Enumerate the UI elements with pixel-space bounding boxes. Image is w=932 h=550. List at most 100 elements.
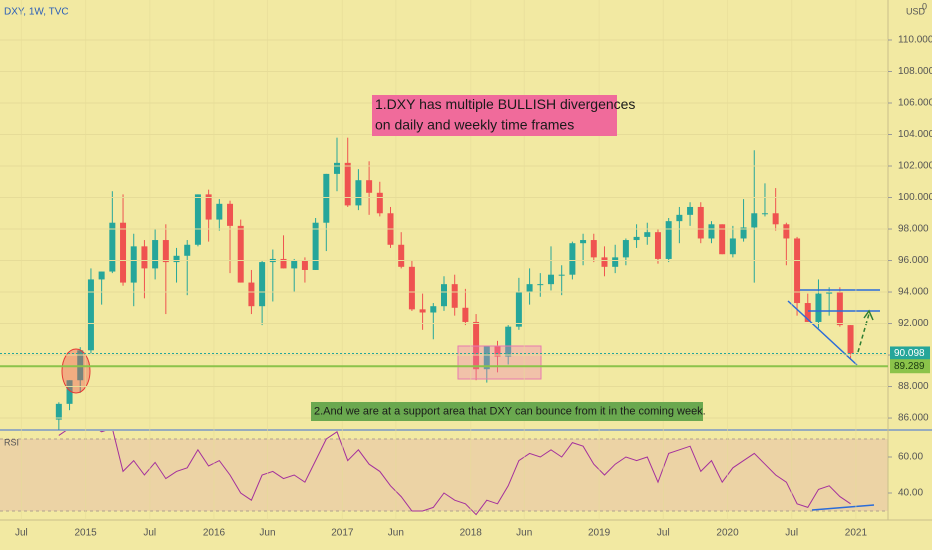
candle-body xyxy=(419,309,426,313)
candle-body xyxy=(184,244,191,256)
candle-body xyxy=(205,194,212,220)
candle-body xyxy=(815,293,822,322)
price-pane xyxy=(55,137,854,430)
x-tick-label: 2019 xyxy=(588,528,611,539)
x-tick-label: 2020 xyxy=(716,528,739,539)
chart-title: DXY, 1W, TVC xyxy=(4,7,69,18)
x-tick-label: 2017 xyxy=(331,528,354,539)
candle-body xyxy=(794,238,801,304)
price-label: 89.289 xyxy=(894,361,925,372)
candle-body xyxy=(441,284,447,307)
y-tick-label: 98.000 xyxy=(898,224,929,235)
highlight-circle xyxy=(61,348,91,394)
candle-body xyxy=(569,243,576,275)
candle-body xyxy=(216,203,223,220)
candle-body xyxy=(590,240,597,258)
candle-body xyxy=(87,279,94,351)
candle-body xyxy=(687,206,694,215)
trend-line xyxy=(787,300,858,366)
y-tick-label: 88.000 xyxy=(898,381,929,392)
x-tick-label: Jul xyxy=(15,528,28,539)
rsi-line xyxy=(58,431,851,516)
x-tick-label: 2016 xyxy=(203,528,226,539)
price-label: 90.098 xyxy=(894,348,925,359)
candle-body xyxy=(312,222,319,270)
rsi-trend-line xyxy=(811,504,875,511)
candle-body xyxy=(376,192,383,214)
arrow-head xyxy=(863,309,874,321)
candle-body xyxy=(547,274,554,285)
candle-body xyxy=(644,232,651,237)
candle-body xyxy=(301,260,308,270)
y-tick-label: 108.000 xyxy=(898,66,932,77)
candle-body xyxy=(697,206,704,239)
candle-body xyxy=(601,257,608,267)
rsi-tick-label: 40.00 xyxy=(898,488,923,499)
candle-body xyxy=(141,246,148,269)
x-tick-label: Jun xyxy=(388,528,404,539)
x-tick-label: Jul xyxy=(143,528,156,539)
candle-body xyxy=(751,213,758,228)
y-tick-label: 92.000 xyxy=(898,318,929,329)
candle-body xyxy=(344,162,351,206)
candle-body xyxy=(334,162,341,174)
candle-body xyxy=(430,306,437,313)
candle-body xyxy=(836,292,843,326)
badge: 0 xyxy=(922,1,927,11)
candle-body xyxy=(173,255,180,263)
annotation-text: 2.And we are at a support area that DXY … xyxy=(314,405,706,417)
candle-body xyxy=(109,222,116,272)
candle-body xyxy=(280,258,287,269)
candle-body xyxy=(708,224,715,239)
x-tick-label: 2018 xyxy=(460,528,483,539)
candle-body xyxy=(366,180,373,193)
y-tick-label: 102.000 xyxy=(898,161,932,172)
candle-body xyxy=(355,180,362,206)
candle-body xyxy=(323,173,330,223)
y-tick-label: 96.000 xyxy=(898,255,929,266)
candle-body xyxy=(772,213,779,225)
candle-body xyxy=(537,284,544,286)
candle-body xyxy=(729,238,736,255)
candle-body xyxy=(120,222,127,283)
support-zone xyxy=(457,345,542,380)
price-label-box xyxy=(890,359,930,374)
y-tick-label: 110.000 xyxy=(898,35,932,46)
y-tick-label: 86.000 xyxy=(898,413,929,424)
candle-body xyxy=(580,240,587,244)
x-tick-label: Jun xyxy=(516,528,532,539)
candle-body xyxy=(719,224,726,255)
annotation-box xyxy=(372,95,617,136)
y-tick-label: 104.000 xyxy=(898,129,932,140)
candle-body xyxy=(248,282,255,307)
candle-body xyxy=(654,232,661,259)
rsi-label: RSI xyxy=(4,437,19,447)
candle-body xyxy=(408,266,415,310)
price-label-box xyxy=(890,346,930,361)
y-tick-label: 106.000 xyxy=(898,98,932,109)
x-tick-label: Jul xyxy=(785,528,798,539)
candle-body xyxy=(462,307,469,322)
candle-body xyxy=(194,194,201,245)
candle-body xyxy=(676,214,683,222)
candle-body xyxy=(237,225,244,283)
candle-body xyxy=(451,284,458,308)
candle-body xyxy=(398,244,405,267)
candle-body xyxy=(505,326,512,357)
candle-body xyxy=(740,227,747,239)
candle-body xyxy=(761,213,768,215)
x-tick-label: Jul xyxy=(657,528,670,539)
candle-body xyxy=(66,380,73,404)
candle-body xyxy=(162,240,169,263)
candle-body xyxy=(130,246,137,283)
candle-body xyxy=(526,284,533,293)
candle-body xyxy=(483,345,490,370)
candle-body xyxy=(665,221,672,259)
candle-body xyxy=(826,292,833,294)
candle-body xyxy=(622,240,629,258)
rsi-band xyxy=(0,439,888,511)
candle-body xyxy=(804,303,811,322)
x-tick-label: Jun xyxy=(259,528,275,539)
currency: USD xyxy=(906,6,926,16)
candle-body xyxy=(259,262,266,307)
